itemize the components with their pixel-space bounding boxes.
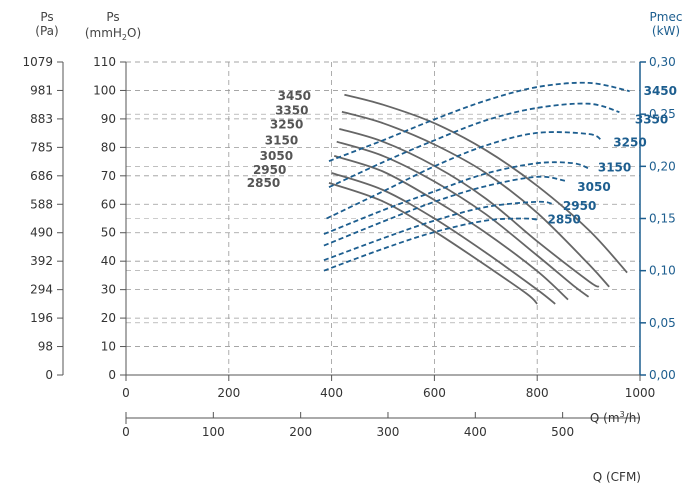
y-axis-mm-tick-label: 80 [101, 140, 116, 154]
y-axis-mm-tick-label: 0 [108, 368, 116, 382]
pressure-curve-label: 3250 [270, 118, 303, 132]
y-axis-mm-tick-label: 70 [101, 169, 116, 183]
pressure-curve-label: 3350 [275, 103, 308, 117]
pressure-curve-2950 [331, 172, 556, 305]
y-axis-right-tick-label: 0,00 [649, 368, 676, 382]
y-axis-mm-tick-label: 100 [93, 83, 116, 97]
power-curve-2950 [323, 200, 553, 262]
y-axis-pa-tick-label: 686 [30, 169, 53, 183]
y-axis-right-tick-label: 0,15 [649, 212, 676, 226]
pressure-curve-3150 [336, 140, 590, 298]
power-curve-3150 [323, 161, 589, 235]
y-axis-right-tick-label: 0,20 [649, 159, 676, 173]
y-axis-pa-tick-label: 490 [30, 226, 53, 240]
y-axis-right-tick-label: 0,30 [649, 55, 676, 69]
x-axis-m3h-tick-label: 800 [526, 386, 549, 400]
right-axis-label: Pmec [650, 10, 683, 24]
x-axis-m3h-tick-label: 400 [320, 386, 343, 400]
y-axis-right-tick-label: 0,25 [649, 107, 676, 121]
right-axis-unit: (kW) [652, 24, 680, 38]
y-axis-pa-tick-label: 392 [30, 254, 53, 268]
y-axis-mm-tick-label: 30 [101, 283, 116, 297]
pressure-curve-3350 [341, 110, 610, 288]
y-axis-pa-tick-label: 785 [30, 140, 53, 154]
y-axis-pa-tick-label: 98 [38, 340, 53, 354]
x-axis-m3h-tick-label: 600 [423, 386, 446, 400]
y-axis-pa-tick-label: 981 [30, 83, 53, 97]
power-curve-label: 3450 [644, 84, 677, 98]
pressure-curve-label: 3050 [260, 149, 293, 163]
power-curve-label: 3150 [598, 160, 631, 174]
power-curve-label: 3050 [577, 180, 610, 194]
pressure-curve-label: 3450 [278, 89, 311, 103]
y-axis-right-tick-label: 0,05 [649, 316, 676, 330]
x-axis-cfm-tick-label: 0 [122, 425, 130, 439]
grid [126, 61, 640, 375]
y-axis-pa-tick-label: 588 [30, 197, 53, 211]
y-axis-mm-tick-label: 110 [93, 55, 116, 69]
pressure-curve-3450 [344, 93, 628, 274]
y-axis-pa-tick-label: 1079 [22, 55, 53, 69]
y-axis-mm-tick-label: 50 [101, 226, 116, 240]
x-axis-cfm-tick-label: 100 [202, 425, 225, 439]
left-axis-pa-unit: (Pa) [35, 24, 58, 38]
power-curve-label: 2950 [563, 199, 596, 213]
power-curve-label: 2850 [547, 213, 580, 227]
pressure-curve-3250 [339, 128, 600, 288]
y-axis-mm-tick-label: 60 [101, 197, 116, 211]
y-axis-pa-tick-label: 0 [45, 368, 53, 382]
power-curve-3450 [328, 81, 630, 162]
pressure-curve-3050 [333, 155, 569, 301]
pressure-curve-2850 [328, 182, 538, 305]
y-axis-pa-tick-label: 196 [30, 311, 53, 325]
pressure-curves [328, 93, 628, 305]
y-axis-mm-tick-label: 90 [101, 112, 116, 126]
y-axis-mm-tick-label: 40 [101, 254, 116, 268]
x-axis-cfm-tick-label: 200 [289, 425, 312, 439]
power-curve-3050 [323, 175, 566, 247]
x-axis-cfm-tick-label: 400 [464, 425, 487, 439]
left-axis-mm-label: Ps [106, 10, 119, 24]
power-curves [323, 81, 630, 272]
y-axis-right-tick-label: 0,10 [649, 264, 676, 278]
power-curve-2850 [323, 217, 538, 272]
pressure-curve-label: 2850 [247, 176, 280, 190]
x-axis-cfm-label: Q (CFM) [593, 470, 641, 484]
power-curve-3350 [328, 102, 620, 189]
x-axis-m3h-tick-label: 200 [217, 386, 240, 400]
y-axis-mm-tick-label: 10 [101, 340, 116, 354]
x-axis-cfm-tick-label: 300 [377, 425, 400, 439]
x-axis-m3h-tick-label: 1000 [625, 386, 656, 400]
curve-labels: 3450335032503150305029502850345033503250… [247, 84, 677, 226]
pressure-curve-label: 3150 [265, 133, 298, 147]
y-axis-pa-tick-label: 883 [30, 112, 53, 126]
left-axis-pa-label: Ps [40, 10, 53, 24]
x-axis-cfm-tick-label: 500 [551, 425, 574, 439]
pressure-curve-label: 2950 [253, 163, 286, 177]
x-axis-m3h-label: Q (m3/h) [590, 410, 641, 425]
y-axis-pa-tick-label: 294 [30, 283, 53, 297]
power-curve-label: 3250 [613, 135, 646, 149]
axes: 0 10 20 30 40 50 60 70 80 90 100 110 0 98 196 294 392 490… [22, 55, 675, 439]
x-axis-m3h-tick-label: 0 [122, 386, 130, 400]
y-axis-mm-tick-label: 20 [101, 311, 116, 325]
left-axis-mm-unit: (mmH2O) [85, 26, 141, 42]
power-curve-label: 3350 [635, 112, 668, 126]
